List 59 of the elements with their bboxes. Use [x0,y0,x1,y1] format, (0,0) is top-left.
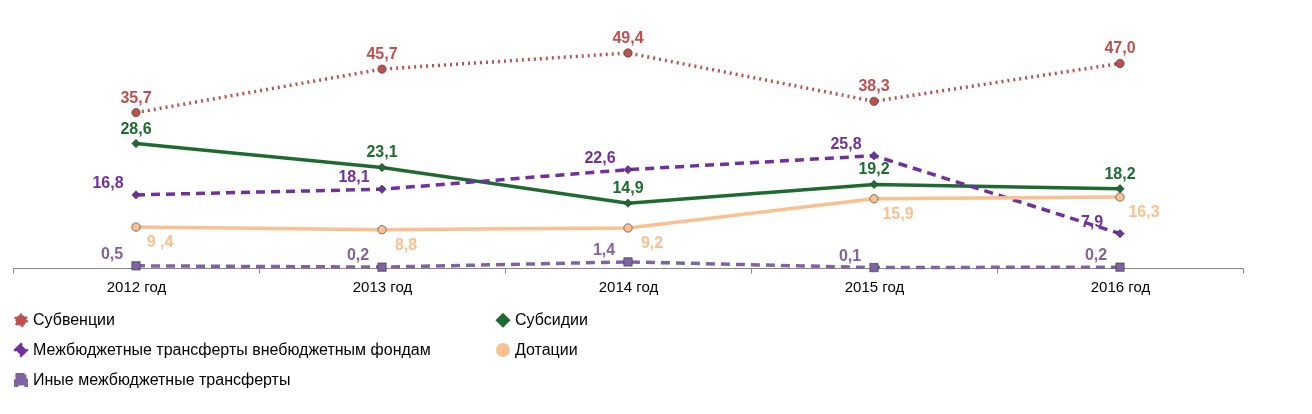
data-label: 18,1 [338,168,370,186]
data-label: 25,8 [830,134,862,152]
point [623,165,633,175]
point [131,222,141,232]
data-label: 38,3 [858,77,890,95]
point [623,257,633,267]
data-label: 0,1 [838,246,862,264]
point [869,194,879,204]
point [131,108,141,118]
legend-label: Межбюджетные трансферты внебюджетным фондам [33,341,431,358]
point [377,64,387,74]
data-label: 28,6 [120,119,152,137]
point [869,263,879,273]
point [623,48,633,58]
point [377,162,387,172]
point [131,261,141,271]
point [1115,229,1125,239]
data-label: 18,2 [1104,164,1136,182]
data-label: 14,9 [612,179,644,197]
legend-label: Субвенции [33,311,115,329]
point [1115,58,1125,68]
point [377,225,387,235]
point [1115,184,1125,194]
point [869,151,879,161]
x-tick-label: 2016 год [1090,277,1151,295]
data-label: 47,0 [1104,39,1136,57]
data-label: 22,6 [584,148,616,166]
data-label: 9,2 [640,233,664,251]
point [623,223,633,233]
x-tick-label: 2014 год [598,277,659,295]
data-label: 16,3 [1128,203,1160,221]
legend-label: Дотации [515,341,578,358]
data-label: 15,9 [882,204,914,222]
data-label: 8,8 [394,235,418,253]
point [377,262,387,272]
data-label: 45,7 [366,45,398,63]
point [869,179,879,189]
data-label: 0,2 [1084,246,1108,264]
legend-label: Иные межбюджетные трансферты [33,371,291,388]
x-tick-label: 2015 год [844,277,905,295]
data-label: 9 ,4 [146,233,174,251]
x-tick-label: 2012 год [106,277,167,295]
data-label: 1,4 [592,240,616,258]
point [377,184,387,194]
data-label: 19,2 [858,160,890,178]
data-label: 49,4 [612,29,644,46]
legend-label: Субсидии [515,311,588,329]
point [623,198,633,208]
data-label: 23,1 [366,143,398,161]
point [869,96,879,106]
data-label: 0,5 [100,244,124,262]
data-label: 35,7 [120,88,152,106]
data-label: 0,2 [346,246,370,264]
point [1115,262,1125,272]
point [131,190,141,200]
point [131,139,141,149]
x-tick-label: 2013 год [352,277,413,295]
data-label: 16,8 [92,173,124,191]
point [1115,192,1125,202]
